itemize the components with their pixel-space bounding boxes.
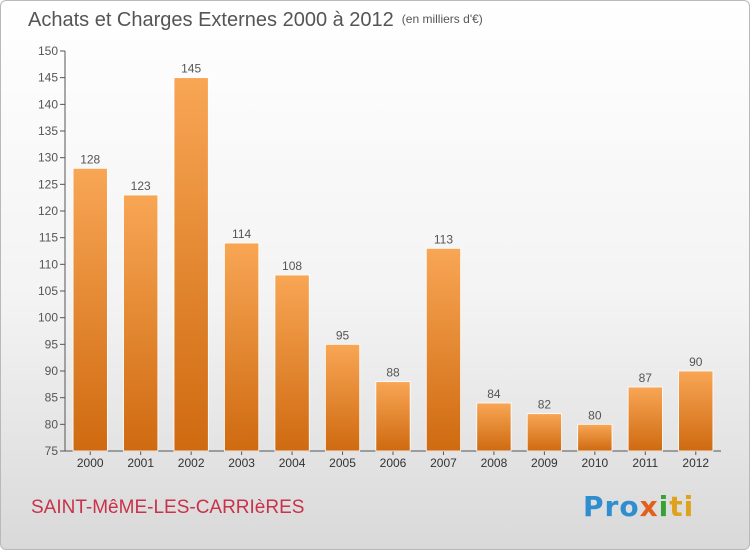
x-tick-label: 2008 [481,456,508,470]
chart-title: Achats et Charges Externes 2000 à 2012 (e… [28,9,483,32]
data-label: 90 [689,355,703,369]
y-tick-label: 75 [45,444,59,458]
bar [274,274,310,452]
y-tick-label: 135 [38,124,58,138]
data-label: 145 [181,62,201,76]
data-label: 84 [487,387,501,401]
x-tick-label: 2000 [77,456,104,470]
proxiti-logo: Proxiti [583,490,694,523]
y-tick-label: 125 [38,177,58,191]
commune-name: SAINT-MêME-LES-CARRIèRES [31,497,305,518]
y-tick-label: 115 [39,231,58,245]
bar [72,167,108,452]
data-label: 87 [639,371,653,385]
y-tick-label: 150 [38,44,58,58]
bar [173,77,209,452]
bar [425,247,462,452]
bar [123,194,159,452]
x-tick-label: 2011 [632,456,658,470]
bar [627,386,663,452]
chart-title-text: Achats et Charges Externes 2000 à 2012 [28,9,394,31]
y-tick-label: 130 [38,151,58,165]
x-tick-label: 2006 [380,456,407,470]
x-tick-label: 2005 [329,456,356,470]
bar [577,423,613,452]
bar [678,370,714,452]
data-label: 80 [588,408,602,422]
x-tick-label: 2004 [279,456,306,470]
logo-part-2: x [639,490,659,523]
x-tick-label: 2012 [682,456,709,470]
x-tick-label: 2007 [430,456,457,470]
data-label: 82 [538,398,552,412]
y-tick-label: 140 [38,97,58,111]
y-tick-label: 120 [38,204,58,218]
data-label: 108 [282,259,302,273]
logo-part-3: i [658,490,670,523]
x-tick-label: 2009 [531,456,558,470]
logo-part-4: ti [669,490,695,523]
bar [324,343,361,452]
y-tick-label: 100 [38,311,58,325]
bar [526,413,562,452]
x-tick-label: 2010 [581,456,608,470]
bar [224,242,260,452]
data-label: 113 [434,232,453,246]
x-tick-label: 2002 [178,456,205,470]
bar [375,381,411,452]
data-label: 95 [336,328,350,342]
y-tick-label: 80 [45,417,59,431]
x-tick-label: 2003 [228,456,255,470]
x-tick-label: 2001 [127,456,154,470]
chart-unit: (en milliers d'€) [401,12,483,26]
data-labels-group: 128 123 145 114 108 95 88 113 84 82 80 87 90 [80,62,703,423]
y-tick-label: 105 [38,284,58,298]
y-tick-label: 95 [45,337,59,351]
bar [476,402,512,452]
bars-group [72,77,714,452]
y-tick-label: 85 [45,391,59,405]
data-label: 88 [386,366,400,380]
logo-part-1: Pro [583,490,640,523]
data-label: 123 [131,179,151,193]
y-tick-label: 110 [39,257,58,271]
data-label: 114 [232,227,251,241]
y-tick-label: 145 [38,71,58,85]
data-label: 128 [80,152,100,166]
y-tick-label: 90 [45,364,59,378]
